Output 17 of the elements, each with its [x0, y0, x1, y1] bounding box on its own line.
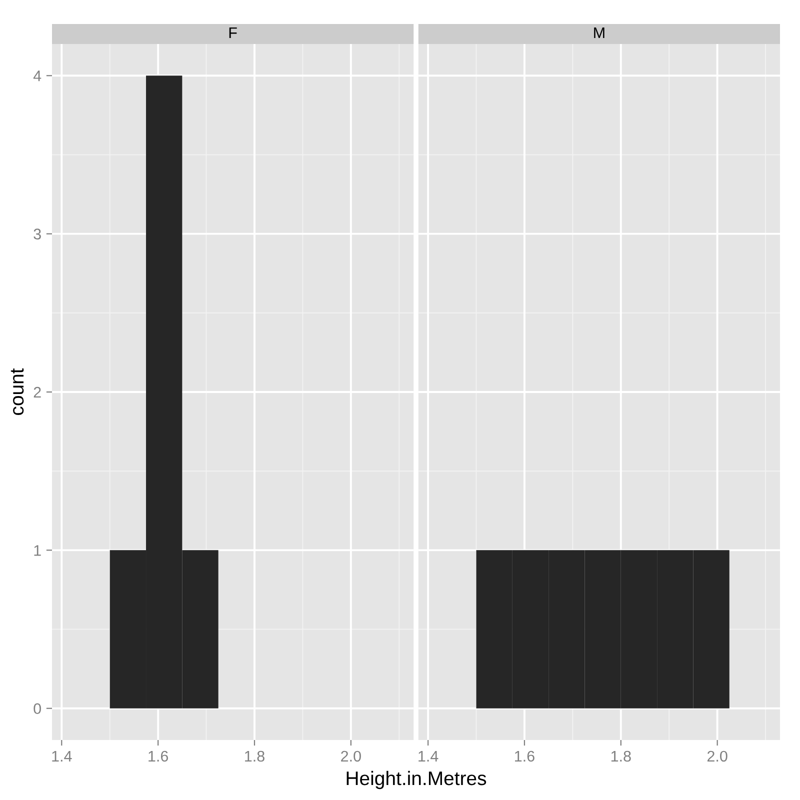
- x-tick-label: 1.6: [148, 750, 168, 762]
- x-axis-title: Height.in.Metres: [346, 770, 486, 790]
- chart-title: F: [229, 27, 237, 38]
- y-axis-title: count: [10, 368, 24, 415]
- x-tick-label: 2.0: [341, 750, 361, 762]
- x-tick-label: 2.0: [707, 750, 728, 762]
- y-tick-label: 4: [33, 70, 42, 82]
- chart-title: M: [594, 27, 604, 38]
- y-tick-label: 3: [34, 228, 41, 240]
- x-tick-label: 1.8: [611, 750, 631, 762]
- x-tick-label: 1.8: [245, 750, 264, 762]
- x-tick-label: 1.6: [515, 750, 534, 762]
- x-tick-label: 1.4: [52, 750, 72, 762]
- y-tick-label: 0: [34, 703, 41, 714]
- x-tick-label: 1.4: [418, 750, 438, 762]
- y-tick-label: 1: [34, 545, 41, 556]
- y-tick-label: 2: [34, 386, 41, 398]
